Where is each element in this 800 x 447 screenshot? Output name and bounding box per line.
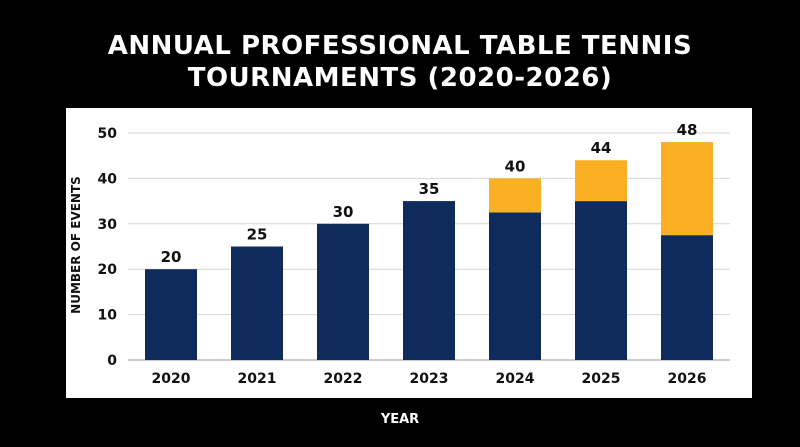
x-tick-label: 2020 <box>152 371 191 387</box>
y-tick-label: 40 <box>98 171 118 187</box>
y-tick-label: 10 <box>98 308 118 324</box>
bar-segment-base <box>403 201 455 360</box>
y-axis-label: NUMBER OF EVENTS <box>69 176 83 314</box>
bar-segment-base <box>661 235 713 360</box>
y-tick-label: 0 <box>107 353 117 369</box>
y-tick-label: 20 <box>98 262 118 278</box>
bar-value-label: 40 <box>505 157 526 175</box>
bar-segment-top <box>575 160 627 201</box>
y-tick-label: 50 <box>98 126 118 142</box>
x-tick-label: 2024 <box>496 371 535 387</box>
bar-segment-base <box>145 269 197 360</box>
x-tick-label: 2023 <box>410 371 449 387</box>
bar-value-label: 35 <box>419 180 440 198</box>
bar-segment-base <box>231 247 283 361</box>
bar-value-label: 44 <box>591 139 612 157</box>
x-tick-label: 2025 <box>582 371 621 387</box>
x-tick-label: 2022 <box>324 371 363 387</box>
x-axis-label: YEAR <box>0 412 800 427</box>
bar-segment-top <box>489 178 541 212</box>
bar-segment-top <box>661 142 713 235</box>
x-tick-label: 2021 <box>238 371 277 387</box>
bar-value-label: 30 <box>333 203 354 221</box>
bar-value-label: 20 <box>161 248 182 266</box>
bar-segment-base <box>575 201 627 360</box>
bar-segment-base <box>489 212 541 360</box>
bar-segment-base <box>317 224 369 360</box>
bar-value-label: 48 <box>677 121 698 139</box>
x-tick-label: 2026 <box>668 371 707 387</box>
y-tick-label: 30 <box>98 217 118 233</box>
bar-value-label: 25 <box>247 226 268 244</box>
